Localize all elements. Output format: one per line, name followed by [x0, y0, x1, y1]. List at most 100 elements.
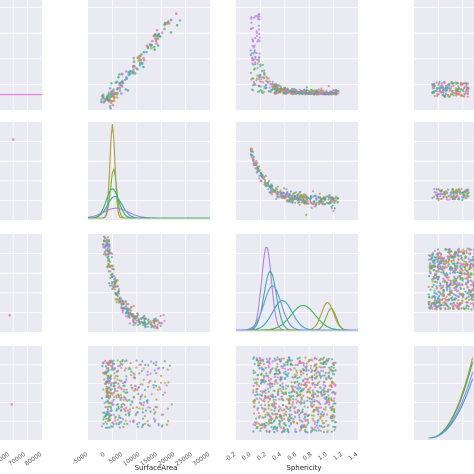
scatter-point — [115, 396, 118, 399]
scatter-point — [443, 82, 446, 85]
panel-grid — [0, 0, 474, 440]
scatter-point — [258, 77, 261, 81]
scatter-point — [268, 413, 271, 416]
scatter-point — [319, 386, 322, 389]
scatter-point — [321, 413, 324, 417]
scatter-point — [303, 400, 306, 403]
scatter-point — [251, 26, 254, 30]
scatter-point — [320, 89, 323, 92]
scatter-point — [467, 257, 470, 260]
scatter-point — [431, 278, 434, 281]
scatter-point — [148, 381, 151, 384]
scatter-point — [290, 91, 293, 94]
scatter-point — [120, 84, 124, 88]
scatter-point — [461, 279, 464, 282]
scatter-point — [436, 90, 439, 93]
scatter-point — [127, 309, 130, 312]
scatter-point — [321, 358, 324, 361]
scatter-point — [312, 190, 315, 193]
scatter-point — [115, 280, 118, 284]
scatter-point — [434, 303, 437, 306]
scatter-point — [249, 49, 252, 52]
scatter-point — [442, 271, 445, 274]
scatter-point — [142, 59, 146, 62]
panel-r1-c0 — [0, 122, 42, 220]
scatter-point — [455, 192, 458, 195]
scatter-point — [120, 405, 124, 408]
scatter-point — [285, 91, 288, 94]
scatter-point — [257, 169, 260, 172]
scatter-point — [125, 70, 128, 73]
panel-r1-c3 — [414, 122, 474, 220]
scatter-point — [130, 370, 133, 373]
scatter-point — [115, 300, 118, 304]
scatter-point — [156, 44, 160, 47]
scatter-point — [104, 406, 107, 409]
scatter-point — [300, 389, 303, 392]
scatter-point — [262, 374, 265, 377]
scatter-point — [318, 417, 322, 420]
scatter-point — [265, 429, 268, 432]
scatter-point — [443, 301, 446, 304]
scatter-point — [452, 257, 455, 260]
scatter-point — [313, 383, 316, 386]
scatter-point — [428, 275, 431, 278]
scatter-point — [261, 63, 264, 67]
scatter-point — [274, 373, 277, 376]
scatter-point — [104, 420, 107, 423]
scatter-point — [322, 366, 325, 369]
scatter-point — [321, 411, 324, 414]
scatter-point — [466, 189, 469, 192]
scatter-point — [107, 417, 110, 420]
scatter-point — [121, 300, 124, 303]
scatter-point — [269, 415, 272, 418]
scatter-point — [160, 413, 163, 416]
scatter-point — [299, 190, 302, 193]
scatter-point — [298, 376, 301, 379]
scatter-point — [118, 426, 121, 429]
scatter-point — [165, 384, 168, 387]
x-tick-label: 0.2 — [256, 451, 268, 462]
scatter-point — [448, 290, 451, 293]
scatter-point — [255, 52, 258, 55]
scatter-point — [130, 314, 133, 317]
scatter-point — [256, 393, 259, 396]
scatter-point — [445, 266, 448, 269]
scatter-point — [463, 257, 466, 260]
scatter-point — [302, 364, 305, 367]
scatter-point — [111, 364, 114, 367]
scatter-point — [111, 421, 114, 424]
scatter-point — [467, 279, 470, 283]
scatter-point — [440, 91, 443, 94]
scatter-point — [155, 406, 158, 409]
scatter-point — [254, 167, 257, 170]
scatter-point — [137, 392, 140, 395]
scatter-point — [159, 388, 162, 391]
scatter-point — [153, 412, 156, 415]
scatter-point — [268, 366, 271, 369]
scatter-point — [334, 369, 337, 372]
scatter-point — [284, 364, 287, 367]
scatter-point — [442, 91, 445, 94]
scatter-point — [155, 360, 158, 364]
scatter-point — [126, 409, 129, 412]
scatter-point — [460, 273, 463, 276]
scatter-point — [448, 272, 452, 275]
scatter-point — [441, 294, 444, 297]
scatter-point — [437, 199, 440, 202]
scatter-point — [327, 390, 330, 393]
scatter-point — [304, 356, 307, 359]
scatter-point — [256, 62, 259, 65]
scatter-point — [152, 384, 155, 387]
scatter-point — [290, 422, 293, 426]
scatter-point — [129, 420, 132, 423]
scatter-point — [442, 277, 445, 280]
scatter-point — [315, 372, 318, 375]
scatter-point — [296, 377, 299, 380]
scatter-point — [433, 85, 436, 88]
scatter-point — [302, 91, 305, 94]
scatter-point — [107, 375, 110, 378]
scatter-point — [304, 382, 307, 385]
scatter-point — [264, 184, 267, 187]
scatter-point — [320, 197, 323, 201]
